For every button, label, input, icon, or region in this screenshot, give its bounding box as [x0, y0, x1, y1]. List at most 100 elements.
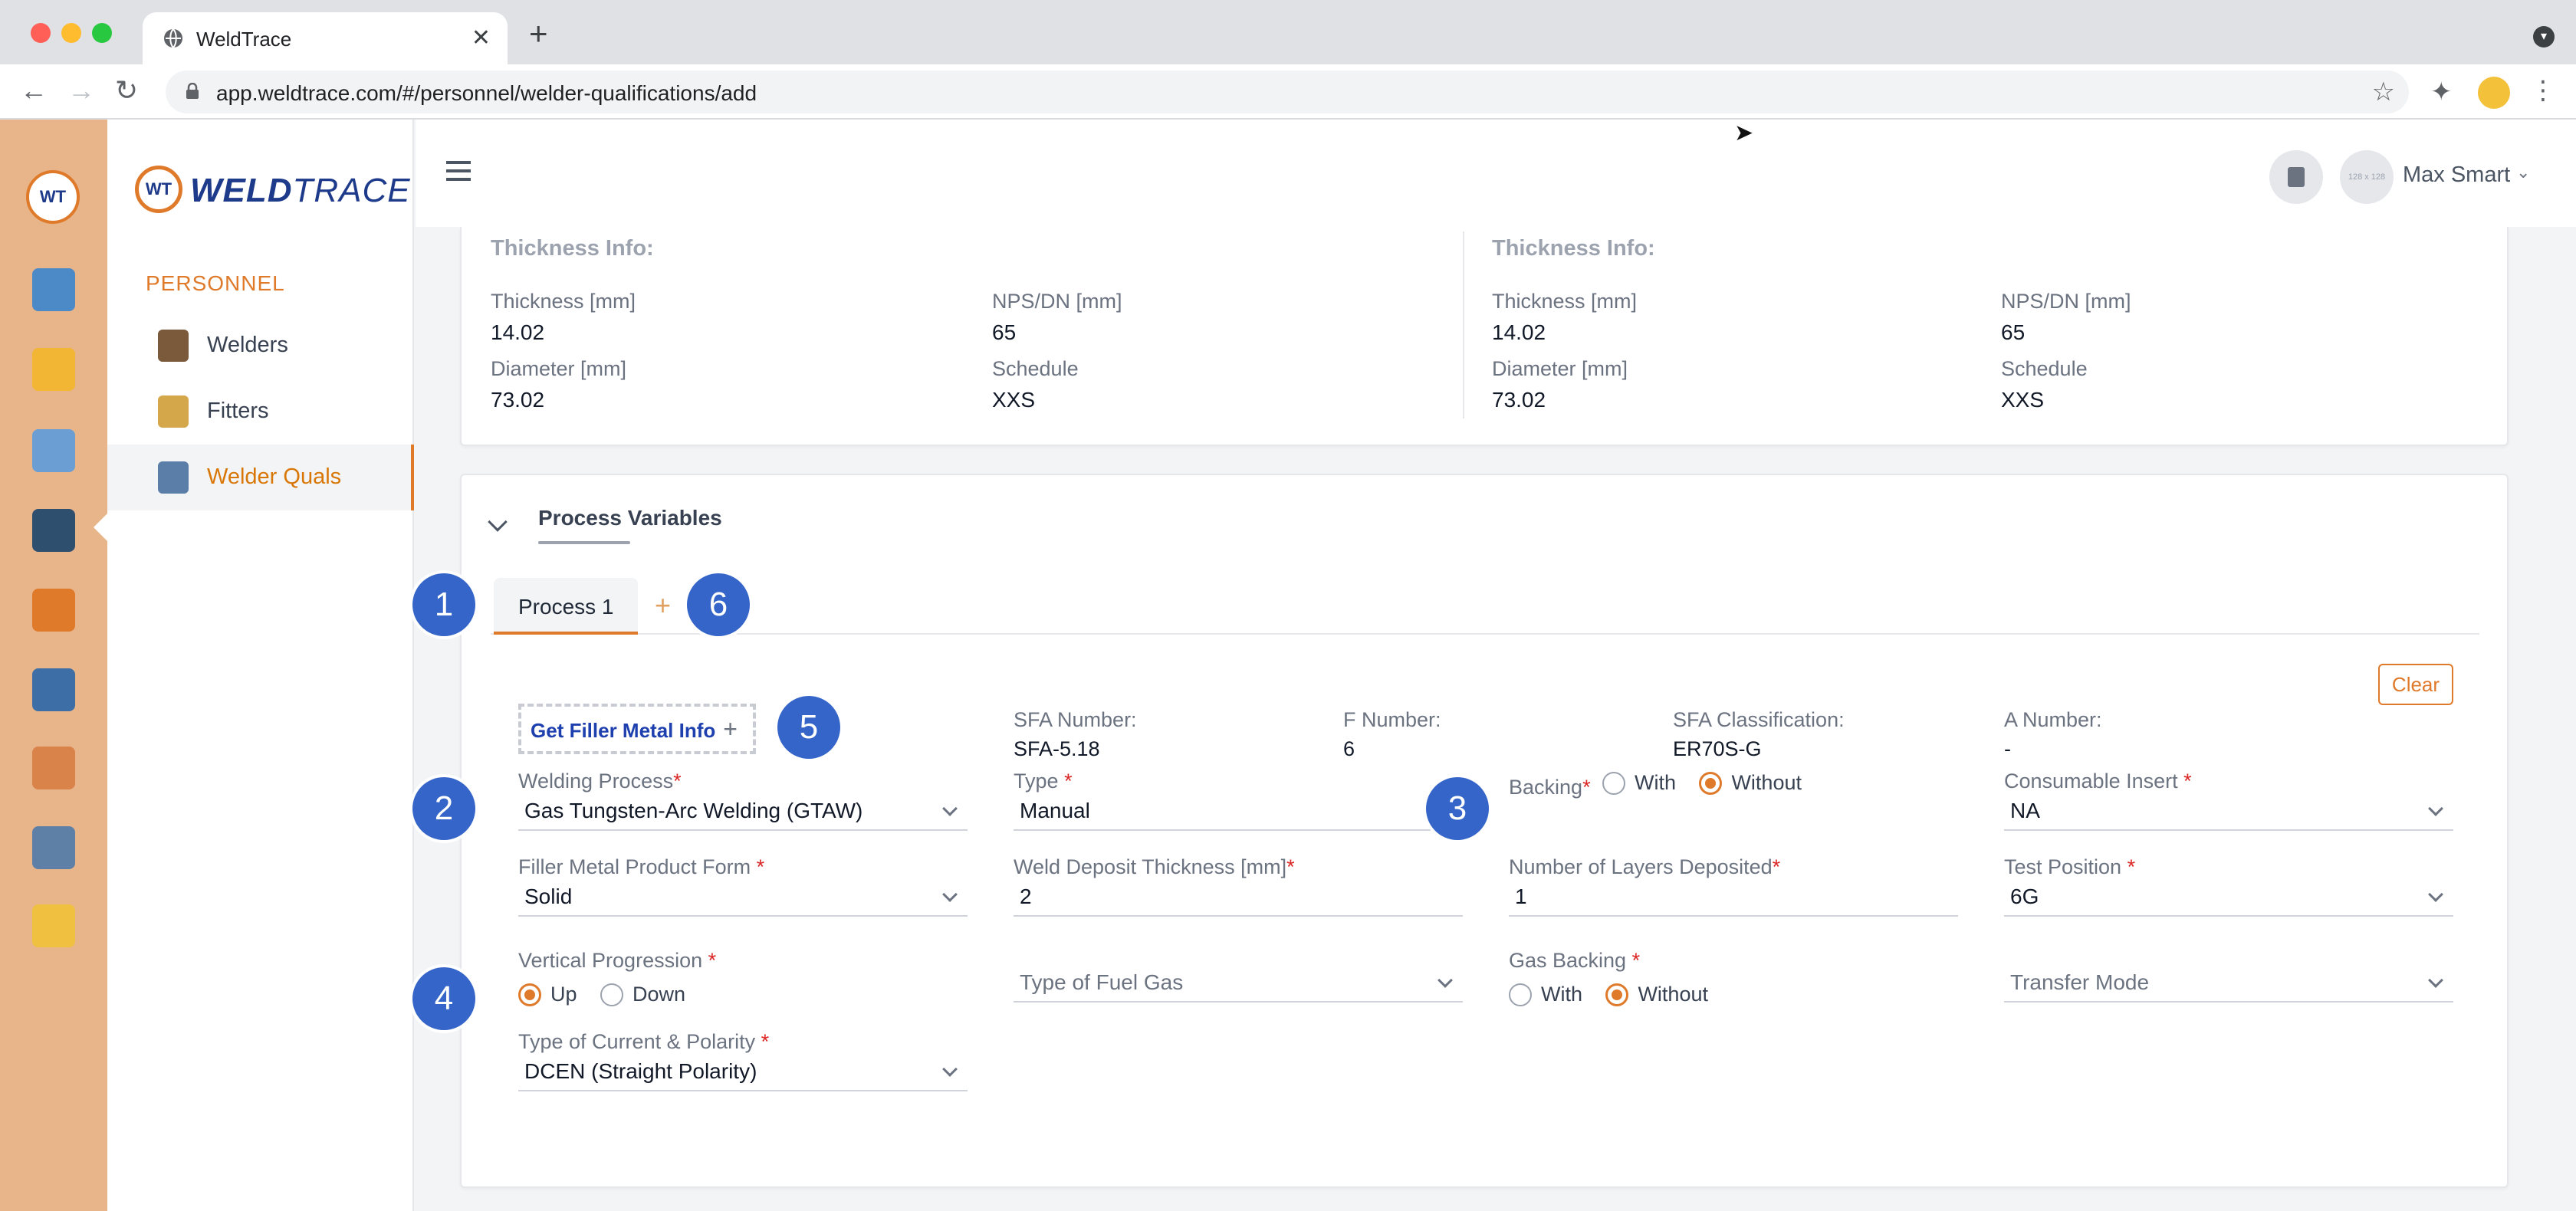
chevron-down-icon [942, 887, 958, 902]
sidebar-item-fitters[interactable]: Fitters [107, 379, 414, 445]
report-clock-icon[interactable] [32, 826, 75, 869]
clear-button[interactable]: Clear [2378, 664, 2453, 705]
reload-icon[interactable]: ↻ [115, 74, 139, 106]
fuel-gas-placeholder: Type of Fuel Gas [1020, 970, 1184, 994]
welding-process-value: Gas Tungsten-Arc Welding (GTAW) [524, 799, 863, 822]
welder-mask-icon[interactable] [32, 509, 75, 552]
sidebar-item-welder-quals[interactable]: Welder Quals [107, 445, 414, 510]
org-chart-icon[interactable] [32, 589, 75, 632]
annotation-badge-1: 1 [412, 573, 475, 636]
vertical-progression-label: Vertical Progression * [518, 949, 717, 972]
tab-process-1[interactable]: Process 1 [494, 578, 638, 635]
avatar[interactable]: 128 x 128 [2340, 150, 2394, 204]
type-label: Type * [1014, 770, 1073, 793]
extension-avatar-icon[interactable] [2478, 77, 2510, 109]
globe-icon [164, 28, 182, 48]
thickness-label: Thickness [mm] [1492, 290, 1638, 313]
weld-deposit-value: 2 [1020, 884, 1032, 908]
layers-value: 1 [1515, 884, 1527, 908]
sidebar-item-welders[interactable]: Welders [107, 313, 414, 379]
address-bar[interactable]: app.weldtrace.com/#/personnel/welder-qua… [166, 71, 2409, 113]
backing-without-radio[interactable] [1699, 771, 1723, 795]
diameter-label: Diameter [mm] [1492, 357, 1628, 380]
chevron-down-icon [2428, 801, 2443, 816]
type-value: Manual [1020, 799, 1090, 822]
nps-label: NPS/DN [mm] [2001, 290, 2131, 313]
side-navigation: WT WELDTRACE PERSONNEL Welders Fitters W… [107, 120, 414, 1211]
gas-backing-with-radio[interactable] [1509, 983, 1532, 1006]
team-icon[interactable] [32, 747, 75, 789]
minimize-window-button[interactable] [61, 23, 81, 43]
sidebar-item-label: Welder Quals [207, 464, 342, 489]
add-process-icon[interactable]: + [655, 589, 672, 621]
nps-value: 65 [2001, 320, 2026, 344]
thickness-info-heading: Thickness Info: [491, 236, 654, 261]
browser-tabstrip: WeldTrace ✕ + ▾ [0, 0, 2576, 64]
maximize-window-button[interactable] [92, 23, 112, 43]
chevron-down-icon[interactable] [488, 512, 508, 532]
annotation-badge-6: 6 [687, 573, 750, 636]
fuel-gas-select[interactable]: Type of Fuel Gas [1014, 969, 1463, 1003]
certificate-icon [158, 461, 189, 494]
documentation-button[interactable] [2269, 150, 2323, 204]
nps-value: 65 [992, 320, 1017, 344]
chevron-down-icon [2428, 973, 2443, 988]
thickness-info-card: Thickness Info: Thickness [mm] 14.02 NPS… [460, 227, 2509, 446]
forward-arrow-icon[interactable]: → [67, 74, 95, 106]
layers-input[interactable]: 1 [1509, 883, 1958, 917]
section-title[interactable]: Process Variables [538, 506, 722, 530]
close-window-button[interactable] [31, 23, 51, 43]
app-header: ➤ 128 x 128 Max Smart ⌄ [416, 120, 2576, 227]
consumable-insert-value: NA [2010, 799, 2040, 822]
main-content: ➤ 128 x 128 Max Smart ⌄ Thickness Info: … [416, 120, 2576, 1211]
annotation-badge-2: 2 [412, 777, 475, 840]
book-icon[interactable] [32, 668, 75, 711]
chevron-down-icon [2428, 887, 2443, 902]
vertical-up-radio[interactable] [518, 983, 541, 1006]
tab-search-icon[interactable]: ▾ [2533, 26, 2555, 48]
a-number-label: A Number: [2004, 708, 2102, 731]
chevron-down-icon [1438, 973, 1453, 988]
gas-backing-without-radio[interactable] [1605, 983, 1629, 1006]
weld-deposit-input[interactable]: 2 [1014, 883, 1463, 917]
clipboard-gear-icon[interactable] [32, 429, 75, 472]
backing-label: Backing* [1509, 776, 1591, 799]
chevron-down-icon[interactable]: ⌄ [2516, 162, 2531, 182]
browser-tab[interactable]: WeldTrace ✕ [143, 12, 508, 64]
filler-form-value: Solid [524, 884, 573, 908]
column-divider [1463, 231, 1464, 418]
welder-icon [158, 330, 189, 362]
user-name[interactable]: Max Smart [2403, 162, 2511, 187]
test-position-select[interactable]: 6G [2004, 883, 2453, 917]
monitor-icon[interactable] [32, 268, 75, 311]
extensions-puzzle-icon[interactable]: ✦ [2430, 77, 2453, 107]
annotation-badge-5: 5 [777, 696, 840, 759]
transfer-mode-placeholder: Transfer Mode [2010, 970, 2150, 994]
type-input[interactable]: Manual [1014, 797, 1463, 831]
thickness-value: 14.02 [1492, 320, 1546, 344]
hamburger-menu-icon[interactable] [446, 161, 471, 181]
mouse-cursor-icon: ➤ [1734, 120, 1754, 146]
transfer-mode-select[interactable]: Transfer Mode [2004, 969, 2453, 1003]
f-number-label: F Number: [1343, 708, 1441, 731]
close-tab-icon[interactable]: ✕ [471, 25, 491, 51]
welding-process-select[interactable]: Gas Tungsten-Arc Welding (GTAW) [518, 797, 968, 831]
browser-menu-icon[interactable]: ⋮ [2530, 76, 2556, 105]
test-position-label: Test Position * [2004, 855, 2136, 878]
current-polarity-select[interactable]: DCEN (Straight Polarity) [518, 1058, 968, 1091]
bookmark-star-icon[interactable]: ☆ [2371, 77, 2395, 107]
tab-label: Process 1 [518, 595, 614, 619]
consumable-insert-select[interactable]: NA [2004, 797, 2453, 831]
folder-settings-icon[interactable] [32, 348, 75, 391]
diameter-label: Diameter [mm] [491, 357, 627, 380]
new-tab-icon[interactable]: + [529, 15, 548, 51]
thickness-info-heading: Thickness Info: [1492, 236, 1655, 261]
weldtrace-logo-icon[interactable]: WT [26, 170, 80, 224]
certificate-icon[interactable] [32, 904, 75, 947]
vertical-down-radio[interactable] [600, 983, 623, 1006]
backing-with-radio[interactable] [1602, 771, 1625, 795]
back-arrow-icon[interactable]: ← [20, 74, 48, 106]
welding-process-label: Welding Process* [518, 770, 682, 793]
get-filler-metal-info-button[interactable]: Get Filler Metal Info + [518, 704, 756, 754]
filler-form-select[interactable]: Solid [518, 883, 968, 917]
